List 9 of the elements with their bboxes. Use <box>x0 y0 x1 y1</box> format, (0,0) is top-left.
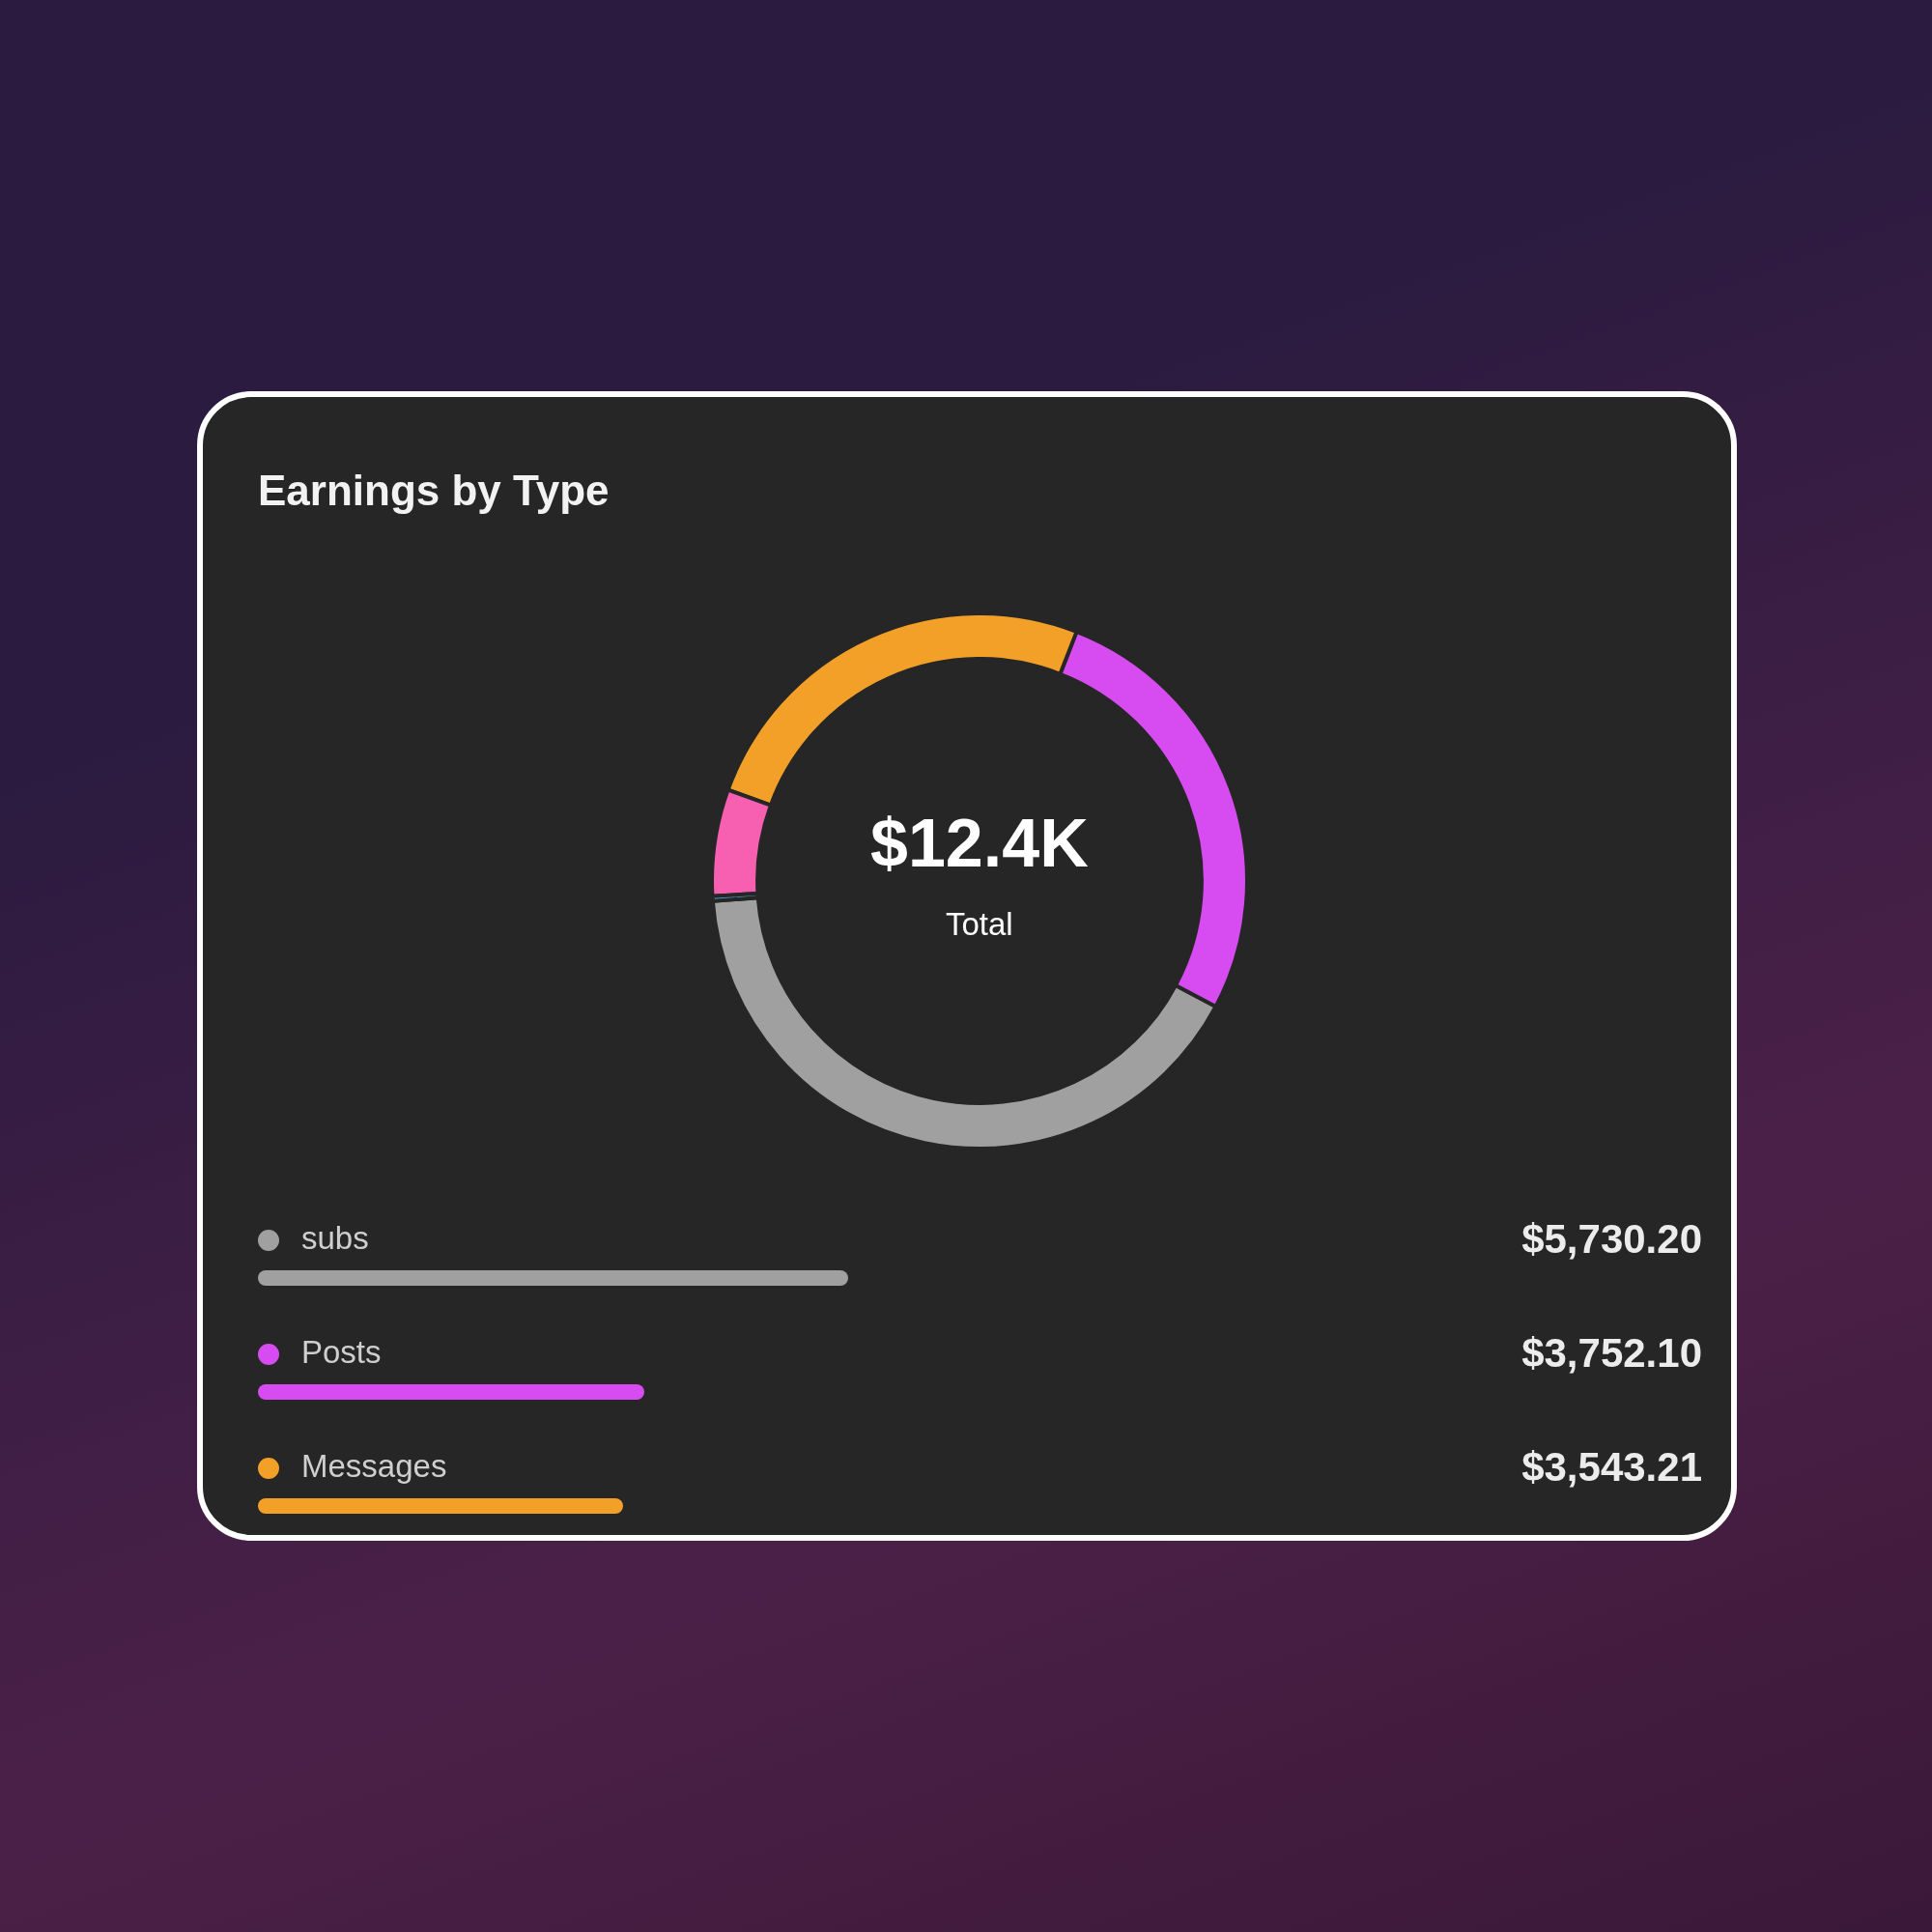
legend-label: subs <box>301 1220 369 1257</box>
data-label: $3,752.10 <box>1521 1330 1702 1377</box>
legend-label: Posts <box>301 1334 382 1371</box>
legend-label: Messages <box>301 1448 447 1485</box>
chart-title: Earnings by Type <box>258 467 610 515</box>
text: $12.4K <box>870 806 1089 881</box>
text: Total <box>946 906 1013 942</box>
data-label: $3,543.21 <box>1521 1444 1702 1491</box>
data-label: $5,730.20 <box>1521 1216 1702 1263</box>
